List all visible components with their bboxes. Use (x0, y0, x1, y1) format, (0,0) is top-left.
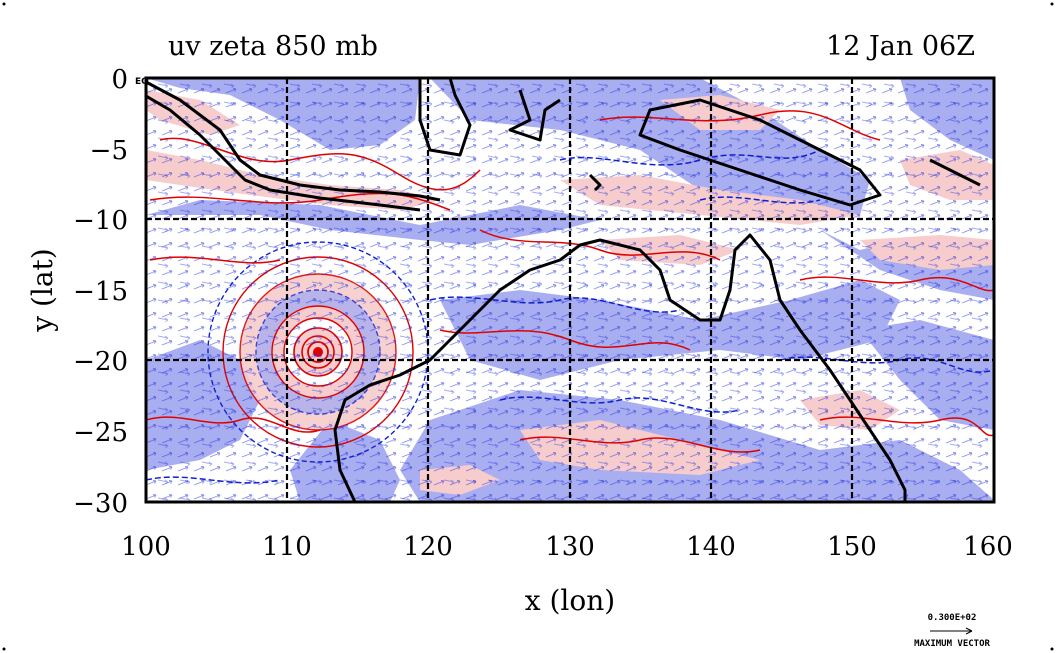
y-tick-label: −15 (73, 277, 128, 307)
x-axis-ticks: 100 110 120 130 140 150 160 (121, 532, 1013, 562)
map-frame (144, 76, 996, 504)
vector-legend-value: 0.300E+02 (928, 613, 977, 623)
map-title-time: 12 Jan 06Z (826, 31, 975, 62)
x-tick-label: 160 (963, 532, 1013, 562)
vector-legend: 0.300E+02 MAXIMUM VECTOR (914, 613, 990, 649)
y-tick-label: −20 (73, 347, 128, 377)
y-tick-label: −10 (73, 206, 128, 236)
x-tick-label: 140 (686, 532, 736, 562)
x-tick-label: 100 (121, 532, 171, 562)
x-tick-label: 150 (827, 532, 877, 562)
vector-legend-label: MAXIMUM VECTOR (914, 639, 990, 649)
coastlines (146, 78, 981, 502)
y-tick-label: −25 (73, 418, 128, 448)
y-tick-label: −30 (73, 489, 128, 519)
equator-label: EQ (135, 77, 149, 87)
x-axis-label: x (lon) (525, 584, 615, 617)
map-title-field: uv zeta 850 mb (168, 31, 378, 62)
y-tick-label: −5 (90, 136, 128, 166)
y-tick-label: 0 (111, 65, 128, 95)
graticule (146, 78, 994, 502)
y-axis-label: y (lat) (26, 248, 59, 332)
vorticity-field (146, 78, 994, 502)
x-tick-label: 130 (545, 532, 595, 562)
vector-legend-arrow-icon (930, 627, 973, 635)
y-axis-ticks: 0 −5 −10 −15 −20 −25 −30 (73, 65, 128, 519)
x-tick-label: 120 (403, 532, 453, 562)
x-tick-label: 110 (262, 532, 312, 562)
